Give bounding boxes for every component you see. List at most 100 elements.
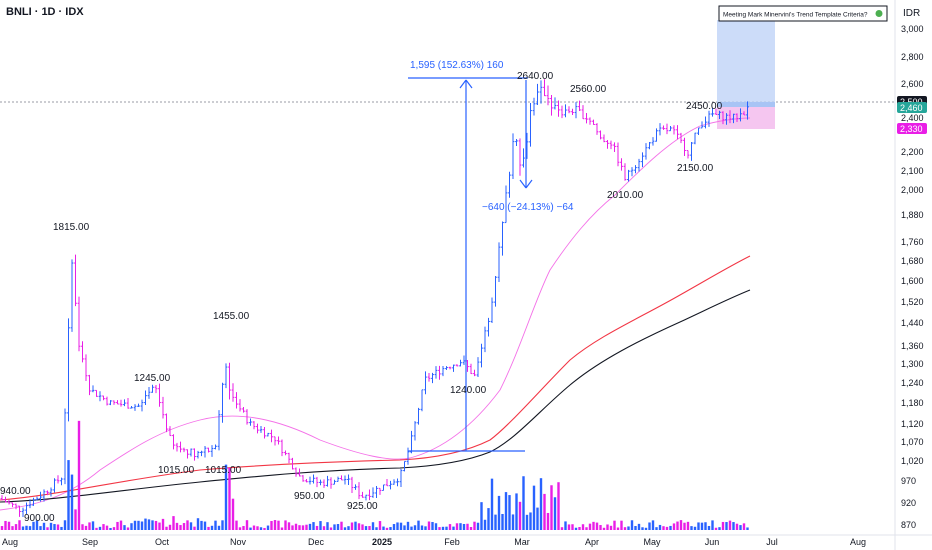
volume-bar bbox=[564, 521, 567, 530]
measure-arrowhead-right[interactable] bbox=[465, 79, 473, 89]
volume-bar bbox=[60, 526, 63, 530]
volume-bar bbox=[620, 520, 623, 530]
volume-bar bbox=[413, 525, 417, 530]
volume-bar bbox=[427, 521, 431, 530]
candle bbox=[721, 111, 725, 125]
volume-bar bbox=[172, 516, 175, 530]
volume-bar bbox=[665, 526, 669, 530]
volume-bar bbox=[567, 524, 571, 530]
candle bbox=[588, 117, 592, 125]
volume-bar bbox=[658, 524, 662, 530]
time-tick-label: Jul bbox=[766, 537, 778, 547]
volume-bar bbox=[249, 527, 252, 530]
candle bbox=[168, 426, 172, 437]
volume-bar bbox=[592, 521, 595, 530]
candle bbox=[662, 125, 665, 130]
volume-bar bbox=[648, 522, 651, 530]
volume-bar bbox=[585, 527, 588, 530]
volume-bar bbox=[81, 524, 84, 530]
volume-bar bbox=[56, 524, 60, 530]
volume-bar bbox=[550, 485, 553, 530]
candle bbox=[238, 399, 242, 412]
candle bbox=[119, 399, 123, 407]
volume-bar bbox=[140, 521, 144, 530]
candle bbox=[637, 158, 641, 172]
price-annotation: 1240.00 bbox=[450, 385, 487, 396]
candle bbox=[357, 482, 361, 500]
volume-bar bbox=[686, 521, 690, 530]
volume-bar bbox=[298, 525, 301, 530]
candle bbox=[266, 432, 270, 437]
volume-bar bbox=[70, 474, 74, 530]
candle bbox=[63, 408, 67, 485]
chart-title: BNLI · 1D · IDX bbox=[6, 6, 84, 18]
volume-bar bbox=[259, 527, 263, 530]
candle bbox=[427, 373, 431, 382]
candle bbox=[91, 385, 95, 393]
position-target-zone[interactable] bbox=[717, 20, 775, 102]
measure-arrowhead-left[interactable] bbox=[459, 79, 467, 89]
candle bbox=[39, 491, 42, 502]
volume-bar bbox=[133, 520, 137, 530]
position-entry-zone[interactable] bbox=[717, 102, 775, 107]
candle bbox=[193, 448, 196, 461]
candle bbox=[609, 140, 613, 150]
candle bbox=[277, 436, 280, 445]
measure-drawdown-head-left[interactable] bbox=[519, 179, 527, 189]
price-tick-label: 1,520 bbox=[901, 297, 924, 307]
time-tick-label: Dec bbox=[308, 537, 325, 547]
candle bbox=[602, 134, 606, 143]
volume-bar bbox=[329, 527, 333, 530]
volume-bar bbox=[525, 514, 529, 530]
price-annotation: 900.00 bbox=[24, 513, 55, 524]
candle bbox=[690, 141, 693, 161]
candle bbox=[711, 107, 714, 117]
volume-bar bbox=[182, 523, 186, 530]
candle bbox=[308, 476, 312, 485]
volume-bar bbox=[168, 524, 172, 530]
candle bbox=[483, 326, 487, 353]
candle bbox=[28, 499, 32, 509]
volume-bar bbox=[676, 521, 679, 530]
volume-bar bbox=[704, 522, 707, 530]
screener-widget[interactable]: Meeting Mark Minervini's Trend Template … bbox=[718, 5, 888, 22]
volume-bar bbox=[539, 478, 543, 530]
measure-drawdown-head-right[interactable] bbox=[525, 179, 533, 189]
candle bbox=[256, 423, 259, 434]
volume-bar bbox=[553, 497, 557, 530]
volume-bar bbox=[473, 521, 476, 530]
price-tick-label: 3,000 bbox=[901, 24, 924, 34]
price-annotation: 1015.00 bbox=[205, 465, 242, 476]
candle bbox=[0, 495, 4, 501]
candle bbox=[133, 404, 137, 411]
volume-bar bbox=[616, 527, 620, 530]
currency-label: IDR bbox=[903, 8, 920, 19]
price-tag: 2,460 bbox=[897, 102, 927, 113]
candle bbox=[658, 123, 662, 136]
volume-bar bbox=[284, 520, 287, 530]
price-annotation: 1455.00 bbox=[213, 311, 250, 322]
candle bbox=[599, 130, 602, 140]
candle bbox=[228, 362, 231, 400]
candle bbox=[746, 101, 749, 120]
volume-bar bbox=[385, 527, 389, 530]
candle bbox=[98, 391, 102, 402]
volume-bar bbox=[487, 508, 490, 530]
candle bbox=[490, 297, 494, 324]
candle bbox=[333, 479, 336, 485]
volume-bar bbox=[67, 460, 70, 530]
volume-bar bbox=[641, 527, 644, 530]
candle bbox=[410, 430, 413, 454]
price-annotation: 2010.00 bbox=[607, 190, 644, 201]
volume-bar bbox=[161, 518, 165, 530]
volume-bar bbox=[25, 525, 28, 530]
candle bbox=[46, 490, 49, 496]
volume-bar bbox=[231, 498, 235, 530]
candle bbox=[480, 343, 483, 368]
candle bbox=[144, 390, 147, 405]
candle bbox=[434, 366, 438, 379]
volume-bar bbox=[273, 520, 277, 530]
volume-bar bbox=[669, 525, 672, 530]
candle bbox=[536, 83, 539, 105]
